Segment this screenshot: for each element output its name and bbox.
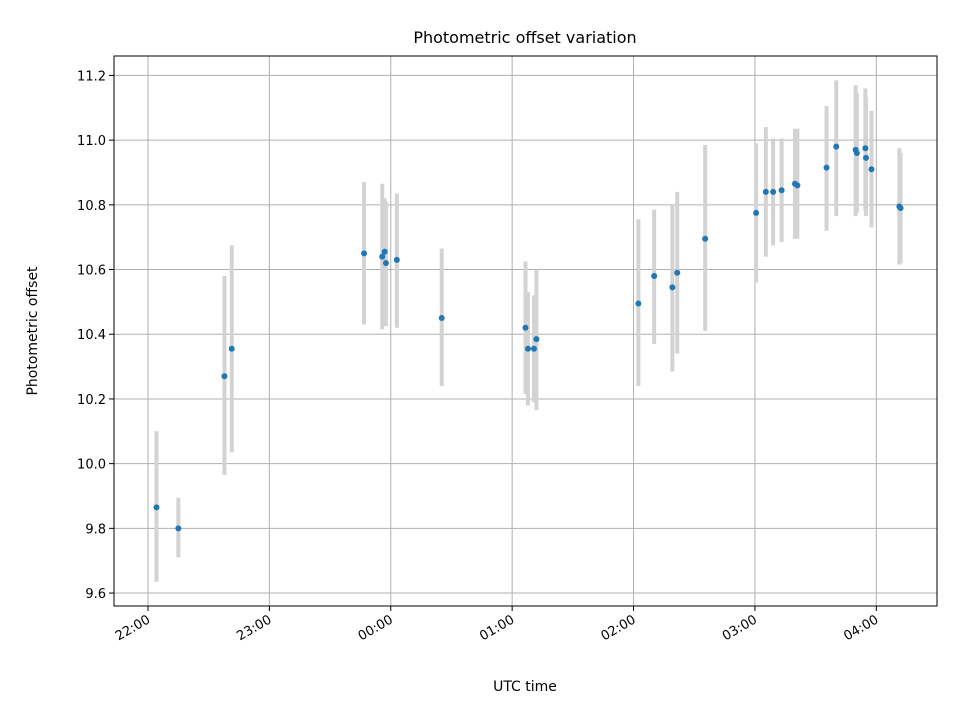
data-point	[379, 253, 386, 260]
y-axis: 9.6 9.8 10.0 10.2 10.4 10.6 10.8 11.0 11.2	[77, 69, 114, 602]
data-point	[175, 525, 182, 532]
data-point	[794, 182, 801, 189]
data-point	[770, 188, 777, 195]
data-point	[524, 345, 531, 352]
data-point	[868, 166, 875, 173]
data-point	[762, 188, 769, 195]
data-point	[361, 250, 368, 257]
y-tick-label: 9.6	[85, 587, 106, 602]
data-point	[853, 150, 860, 157]
data-point	[381, 248, 388, 255]
plot-area-frame	[113, 55, 938, 607]
data-point	[221, 373, 228, 380]
data-point	[897, 205, 904, 212]
data-point	[530, 345, 537, 352]
y-tick-label: 10.0	[77, 458, 106, 473]
data-point	[753, 209, 760, 216]
data-point	[862, 145, 869, 152]
data-point	[833, 143, 840, 150]
x-axis-label: UTC time	[493, 679, 557, 695]
data-point	[674, 269, 681, 276]
data-point	[669, 284, 676, 291]
data-point	[533, 336, 540, 343]
y-tick-label: 10.4	[77, 328, 106, 343]
y-axis-label: Photometric offset	[25, 266, 41, 396]
data-point	[228, 345, 235, 352]
data-point	[635, 300, 642, 307]
y-tick-label: 11.2	[77, 69, 106, 84]
data-point	[522, 324, 529, 331]
y-tick-label: 10.6	[77, 264, 106, 279]
data-point	[651, 273, 658, 279]
data-point	[382, 260, 389, 267]
y-tick-label: 9.8	[85, 522, 106, 537]
chart-title: Photometric offset variation	[413, 28, 636, 47]
y-tick-label: 10.2	[77, 393, 106, 408]
data-points	[153, 143, 904, 532]
data-point	[823, 164, 830, 171]
y-tick-label: 10.8	[77, 199, 106, 214]
data-point	[438, 315, 445, 322]
data-point	[702, 235, 709, 242]
data-point	[393, 256, 400, 263]
data-point	[153, 504, 160, 511]
y-tick-label: 11.0	[77, 134, 106, 149]
data-point	[862, 154, 869, 161]
data-point	[778, 187, 785, 194]
